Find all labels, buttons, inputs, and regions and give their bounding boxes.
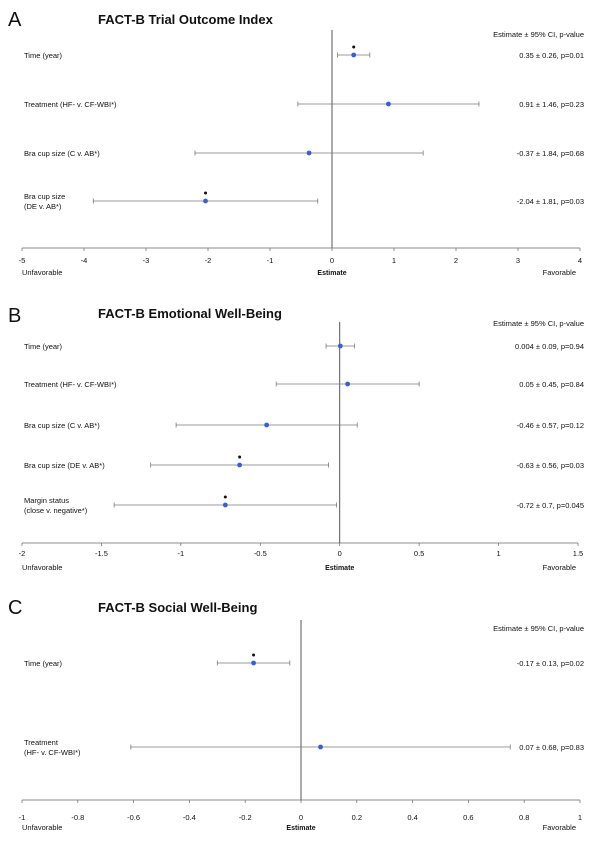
row-label: Treatment bbox=[24, 738, 59, 747]
point-estimate bbox=[223, 503, 228, 508]
x-tick-label: 1.5 bbox=[573, 549, 583, 558]
x-tick-label: 1 bbox=[578, 813, 582, 822]
significance-mark bbox=[224, 496, 227, 499]
x-axis-label: Estimate bbox=[325, 565, 354, 572]
unfavorable-label: Unfavorable bbox=[22, 823, 62, 832]
x-axis-label: Estimate bbox=[286, 825, 315, 832]
row-label: Bra cup size (C v. AB*) bbox=[24, 421, 100, 430]
favorable-label: Favorable bbox=[543, 268, 576, 277]
x-tick-label: -0.8 bbox=[71, 813, 84, 822]
panel-letter: A bbox=[8, 9, 22, 31]
x-tick-label: 1 bbox=[392, 256, 396, 265]
point-estimate bbox=[386, 102, 391, 107]
x-tick-label: 2 bbox=[454, 256, 458, 265]
ci-column-header: Estimate ± 95% CI, p-value bbox=[493, 30, 584, 39]
estimate-ci-text: -0.17 ± 0.13, p=0.02 bbox=[517, 659, 584, 668]
x-tick-label: 1 bbox=[496, 549, 500, 558]
estimate-ci-text: 0.35 ± 0.26, p=0.01 bbox=[519, 51, 584, 60]
x-tick-label: 0.2 bbox=[352, 813, 362, 822]
panel-title: FACT-B Social Well-Being bbox=[98, 600, 257, 615]
x-tick-label: -0.2 bbox=[239, 813, 252, 822]
significance-mark bbox=[352, 46, 355, 49]
point-estimate bbox=[237, 463, 242, 468]
row-label: Margin status bbox=[24, 496, 69, 505]
point-estimate bbox=[307, 151, 312, 156]
panel-title: FACT-B Emotional Well-Being bbox=[98, 306, 282, 321]
panel-title: FACT-B Trial Outcome Index bbox=[98, 12, 274, 27]
x-tick-label: -3 bbox=[143, 256, 150, 265]
x-tick-label: 0 bbox=[330, 256, 334, 265]
estimate-ci-text: -0.72 ± 0.7, p=0.045 bbox=[517, 501, 584, 510]
estimate-ci-text: 0.07 ± 0.68, p=0.83 bbox=[519, 743, 584, 752]
row-label: Time (year) bbox=[24, 342, 63, 351]
unfavorable-label: Unfavorable bbox=[22, 563, 62, 572]
point-estimate bbox=[203, 199, 208, 204]
point-estimate bbox=[345, 382, 350, 387]
x-tick-label: -0.5 bbox=[254, 549, 267, 558]
x-tick-label: 0.5 bbox=[414, 549, 424, 558]
estimate-ci-text: -0.63 ± 0.56, p=0.03 bbox=[517, 461, 584, 470]
point-estimate bbox=[338, 344, 343, 349]
row-label: Bra cup size bbox=[24, 192, 65, 201]
estimate-ci-text: 0.004 ± 0.09, p=0.94 bbox=[515, 342, 584, 351]
row-label: Bra cup size (DE v. AB*) bbox=[24, 461, 105, 470]
unfavorable-label: Unfavorable bbox=[22, 268, 62, 277]
point-estimate bbox=[351, 53, 356, 58]
favorable-label: Favorable bbox=[543, 823, 576, 832]
x-tick-label: -4 bbox=[81, 256, 88, 265]
row-label: (DE v. AB*) bbox=[24, 202, 62, 211]
x-tick-label: 0 bbox=[338, 549, 342, 558]
significance-mark bbox=[204, 192, 207, 195]
estimate-ci-text: 0.91 ± 1.46, p=0.23 bbox=[519, 100, 584, 109]
estimate-ci-text: -2.04 ± 1.81, p=0.03 bbox=[517, 197, 584, 206]
ci-column-header: Estimate ± 95% CI, p-value bbox=[493, 624, 584, 633]
estimate-ci-text: -0.46 ± 0.57, p=0.12 bbox=[517, 421, 584, 430]
x-axis-label: Estimate bbox=[317, 270, 346, 277]
x-tick-label: 0.6 bbox=[463, 813, 473, 822]
row-label: (HF- v. CF-WBI*) bbox=[24, 748, 81, 757]
panel-letter: C bbox=[8, 597, 22, 619]
significance-mark bbox=[252, 654, 255, 657]
x-tick-label: -2 bbox=[19, 549, 26, 558]
row-label: Time (year) bbox=[24, 51, 63, 60]
significance-mark bbox=[238, 456, 241, 459]
row-label: Time (year) bbox=[24, 659, 63, 668]
point-estimate bbox=[318, 745, 323, 750]
x-tick-label: 0.4 bbox=[407, 813, 417, 822]
x-tick-label: -1.5 bbox=[95, 549, 108, 558]
x-tick-label: 0.8 bbox=[519, 813, 529, 822]
x-tick-label: -1 bbox=[178, 549, 185, 558]
row-label: Treatment (HF- v. CF-WBI*) bbox=[24, 100, 117, 109]
estimate-ci-text: 0.05 ± 0.45, p=0.84 bbox=[519, 380, 584, 389]
row-label: Bra cup size (C v. AB*) bbox=[24, 149, 100, 158]
x-tick-label: -0.4 bbox=[183, 813, 196, 822]
estimate-ci-text: -0.37 ± 1.84, p=0.68 bbox=[517, 149, 584, 158]
x-tick-label: 4 bbox=[578, 256, 582, 265]
x-tick-label: 3 bbox=[516, 256, 520, 265]
row-label: (close v. negative*) bbox=[24, 506, 88, 515]
x-tick-label: -1 bbox=[19, 813, 26, 822]
row-label: Treatment (HF- v. CF-WBI*) bbox=[24, 380, 117, 389]
panel-letter: B bbox=[8, 305, 21, 327]
favorable-label: Favorable bbox=[543, 563, 576, 572]
x-tick-label: 0 bbox=[299, 813, 303, 822]
x-tick-label: -2 bbox=[205, 256, 212, 265]
x-tick-label: -1 bbox=[267, 256, 274, 265]
ci-column-header: Estimate ± 95% CI, p-value bbox=[493, 319, 584, 328]
point-estimate bbox=[251, 661, 256, 666]
x-tick-label: -0.6 bbox=[127, 813, 140, 822]
point-estimate bbox=[264, 423, 269, 428]
x-tick-label: -5 bbox=[19, 256, 26, 265]
